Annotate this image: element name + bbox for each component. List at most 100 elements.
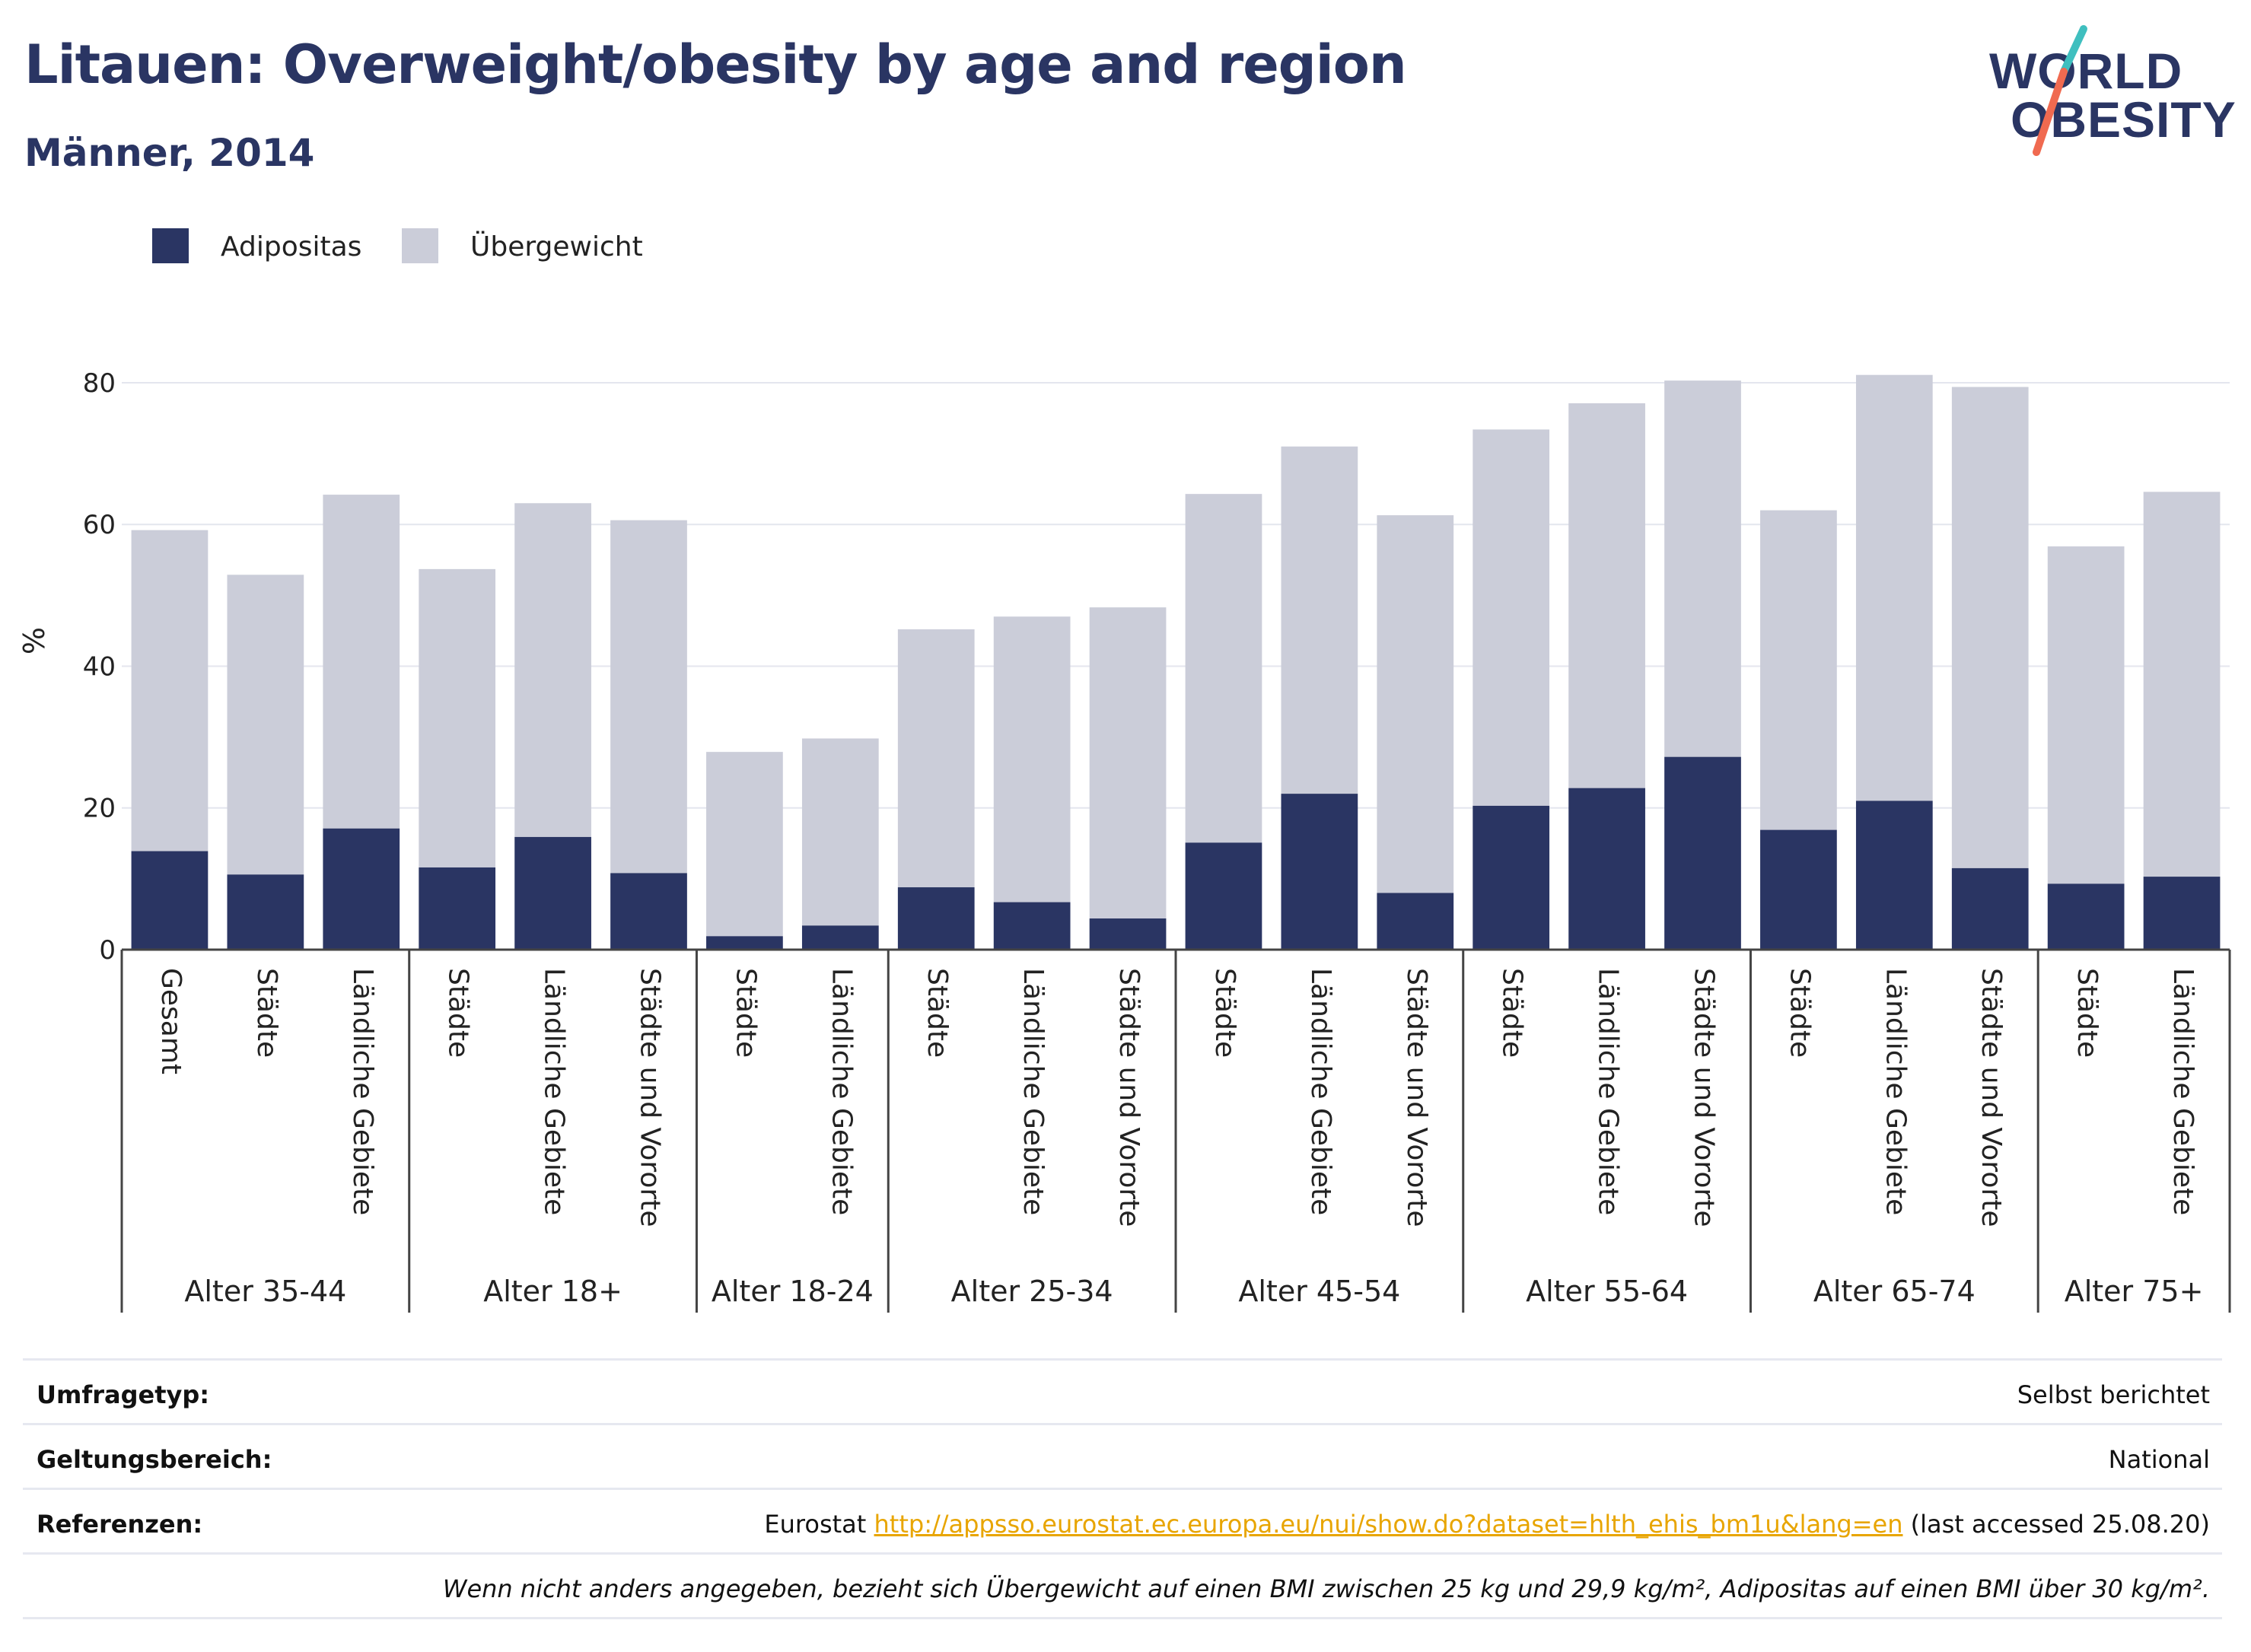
y-tick-label: 20 (83, 794, 116, 824)
x-category-label: Städte (1497, 968, 1528, 1058)
x-category-label: Städte (1209, 968, 1240, 1058)
footer-row-coverage: Geltungsbereich: National (23, 1423, 2222, 1488)
bar-obesity (1855, 801, 1933, 950)
bar-overweight (1568, 403, 1645, 788)
chart: 0 20 40 60 80% Adipositas Übergewicht Gesamt Stä… (18, 228, 2231, 1313)
bar-obesity (514, 836, 591, 950)
bar-obesity (801, 925, 879, 950)
x-category-label: Städte (2071, 968, 2103, 1058)
footer-row-note: Wenn nicht anders angegeben, bezieht sic… (23, 1552, 2222, 1619)
x-category-label: Ländliche Gebiete (826, 968, 857, 1215)
bar-obesity (1473, 805, 1550, 950)
reference-source: Eurostat (764, 1510, 874, 1539)
y-tick-label: 0 (99, 935, 116, 966)
bar-overweight (419, 568, 496, 867)
footer-label-references: Referenzen: (37, 1510, 203, 1539)
bar-obesity (1377, 893, 1454, 950)
bar-obesity (323, 828, 400, 950)
x-category-label: Ländliche Gebiete (347, 968, 378, 1215)
bar-overweight (1089, 607, 1167, 919)
x-group-label: Alter 75+ (2065, 1275, 2204, 1308)
bar-overweight (1185, 494, 1262, 843)
x-group-label: Alter 18+ (483, 1275, 622, 1308)
page-subtitle: Männer, 2014 (24, 131, 315, 175)
x-category-label: Städte (251, 968, 282, 1058)
bar-overweight (1377, 515, 1454, 893)
bar-overweight (514, 503, 591, 837)
bar-obesity (993, 902, 1071, 950)
x-category-label: Städte (730, 968, 761, 1058)
x-category-label: Gesamt (155, 968, 186, 1074)
bar-obesity (419, 867, 496, 950)
footer-label-coverage: Geltungsbereich: (37, 1445, 272, 1474)
bar-overweight (1951, 387, 2029, 868)
bar-overweight (1473, 429, 1550, 806)
y-tick-label: 60 (83, 510, 116, 540)
bar-overweight (610, 520, 687, 874)
reference-link[interactable]: http://appsso.eurostat.ec.europa.eu/nui/… (874, 1510, 1903, 1539)
bar-obesity (1089, 918, 1167, 950)
page-title: Litauen: Overweight/obesity by age and r… (24, 33, 1407, 96)
bar-obesity (227, 874, 304, 950)
x-category-label: Städte (443, 968, 474, 1058)
bar-obesity (1664, 756, 1741, 950)
x-category-label: Städte und Vororte (1113, 968, 1145, 1227)
bar-overweight (1855, 374, 1933, 801)
bar-obesity (610, 873, 687, 950)
bar-overweight (323, 495, 400, 829)
x-group-label: Alter 45-54 (1238, 1275, 1400, 1308)
footer-note: Wenn nicht anders angegeben, bezieht sic… (442, 1574, 2210, 1603)
x-category-label: Städte (1784, 968, 1815, 1058)
bar-obesity (1951, 867, 2029, 950)
x-category-label: Städte und Vororte (1976, 968, 2007, 1227)
legend-swatch-obesity (152, 228, 189, 263)
bar-obesity (1568, 788, 1645, 950)
x-category-label: Ländliche Gebiete (1017, 968, 1049, 1215)
x-group-label: Alter 35-44 (184, 1275, 346, 1308)
bar-overweight (1664, 380, 1741, 757)
bar-overweight (131, 530, 209, 851)
legend-label-obesity: Adipositas (221, 231, 361, 263)
legend-label-overweight: Übergewicht (470, 231, 643, 263)
x-category-label: Ländliche Gebiete (1305, 968, 1336, 1215)
x-category-label: Ländliche Gebiete (1880, 968, 1911, 1215)
bar-obesity (1760, 829, 1837, 950)
footer-value-coverage: National (2108, 1445, 2210, 1474)
bar-overweight (993, 616, 1071, 902)
bar-overweight (1281, 446, 1358, 794)
logo-text-world: WORLD (1989, 43, 2183, 99)
x-category-label: Städte und Vororte (1689, 968, 1720, 1227)
x-category-label: Ländliche Gebiete (1593, 968, 1624, 1215)
footer-label-survey-type: Umfragetyp: (37, 1380, 210, 1409)
x-category-label: Städte (922, 968, 953, 1058)
x-group-label: Alter 65-74 (1813, 1275, 1976, 1308)
bar-obesity (897, 887, 975, 950)
bar-overweight (2047, 546, 2125, 884)
bar-obesity (131, 851, 209, 950)
x-category-label: Ländliche Gebiete (2167, 968, 2198, 1215)
x-category-label: Ländliche Gebiete (539, 968, 570, 1215)
bar-overweight (1760, 510, 1837, 830)
x-category-label: Städte und Vororte (1401, 968, 1432, 1227)
bar-obesity (2143, 877, 2221, 950)
bar-obesity (1185, 842, 1262, 950)
bar-obesity (2047, 883, 2125, 950)
x-group-label: Alter 25-34 (951, 1275, 1113, 1308)
footer-table: Umfragetyp: Selbst berichtet Geltungsber… (23, 1358, 2222, 1619)
footer-row-survey-type: Umfragetyp: Selbst berichtet (23, 1358, 2222, 1423)
bar-overweight (227, 575, 304, 875)
bar-obesity (1281, 794, 1358, 950)
legend-swatch-overweight (402, 228, 438, 263)
x-group-label: Alter 18-24 (712, 1275, 874, 1308)
y-tick-label: 40 (83, 651, 116, 682)
footer-row-references: Referenzen: Eurostat http://appsso.euros… (23, 1488, 2222, 1552)
footer-value-survey-type: Selbst berichtet (2017, 1380, 2210, 1409)
y-axis-label: % (18, 627, 51, 654)
logo-slash-icon (2033, 25, 2087, 156)
bar-overweight (2143, 492, 2221, 877)
x-category-label: Städte und Vororte (635, 968, 666, 1227)
bar-overweight (897, 629, 975, 888)
footer-value-references: Eurostat http://appsso.eurostat.ec.europ… (764, 1510, 2210, 1539)
reference-accessed: (last accessed 25.08.20) (1902, 1510, 2210, 1539)
x-group-label: Alter 55-64 (1526, 1275, 1688, 1308)
